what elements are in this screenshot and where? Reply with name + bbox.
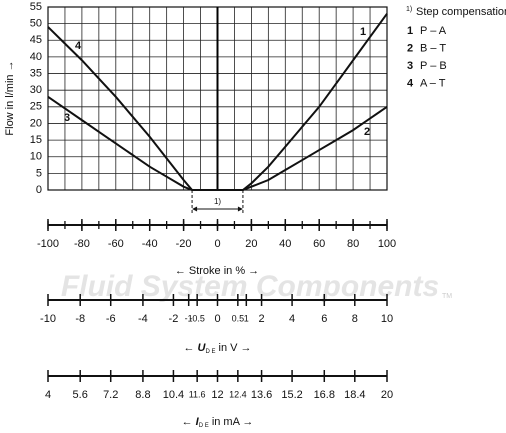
y-label: Flow in l/min → <box>4 60 16 135</box>
axis-tick-label: 12 <box>211 389 223 401</box>
axis-tick-label: 7.2 <box>103 389 118 401</box>
axis-tick-label: 20 <box>381 389 393 401</box>
curve-label: 3 <box>64 112 70 124</box>
label-part: D E <box>205 349 215 355</box>
annotation-text: 1) <box>214 197 221 206</box>
label-part: ← <box>183 342 194 354</box>
x-tick-label: -100 <box>37 238 59 250</box>
axis-tick-label: 0 <box>214 313 220 325</box>
axis-tick-label: -1 <box>185 313 193 323</box>
axis-tick-label: 5.6 <box>73 389 88 401</box>
legend-key: 1 <box>407 25 413 37</box>
y-tick-label: 40 <box>30 51 42 63</box>
x-label: ← Stroke in % → <box>175 265 259 277</box>
y-tick-label: 30 <box>30 84 42 96</box>
y-tick-label: 5 <box>36 167 42 179</box>
axis-tick-label: 8 <box>352 313 358 325</box>
label-part: D E <box>199 423 209 429</box>
watermark-mark: TM <box>442 293 452 300</box>
y-tick-label: 10 <box>30 151 42 163</box>
curve-label: 2 <box>364 126 370 138</box>
axis-tick-label: 11.6 <box>189 389 206 399</box>
x-tick-label: 80 <box>347 238 359 250</box>
axis-tick-label: 18.4 <box>344 389 365 401</box>
x-tick-label: -40 <box>142 238 158 250</box>
curve <box>47 96 243 191</box>
axis-tick-label: 13.6 <box>251 389 272 401</box>
x-tick-label: -60 <box>108 238 124 250</box>
axis-tick-label: 2 <box>259 313 265 325</box>
y-tick-label: 15 <box>30 134 42 146</box>
y-tick-label: 20 <box>30 117 42 129</box>
legend-key: 4 <box>407 77 414 89</box>
axis-tick-label: 0.5 <box>232 313 245 323</box>
legend-note: 1) <box>406 6 412 13</box>
x-tick-label: 40 <box>279 238 291 250</box>
axis-tick-label: 15.2 <box>281 389 302 401</box>
axis-tick-label: 8.8 <box>135 389 150 401</box>
axis-tick-label: 4 <box>289 313 295 325</box>
axis-tick-label: 10 <box>381 313 393 325</box>
legend-key: 3 <box>407 60 413 72</box>
legend-label: A – T <box>420 77 446 89</box>
axis-tick-label: -4 <box>138 313 148 325</box>
axis-label: ← UD E in V → <box>183 342 251 355</box>
legend-key: 2 <box>407 42 413 54</box>
axis-tick-label: 1 <box>244 313 249 323</box>
curve <box>192 105 388 191</box>
y-tick-label: 45 <box>30 34 42 46</box>
y-tick-label: 55 <box>30 1 42 13</box>
x-tick-label: 100 <box>378 238 396 250</box>
x-tick-label: 20 <box>245 238 257 250</box>
legend-label: P – B <box>420 60 447 72</box>
curve <box>192 13 388 191</box>
curve-label: 1 <box>360 26 366 38</box>
axis-tick-label: -6 <box>106 313 116 325</box>
axis-tick-label: -8 <box>75 313 85 325</box>
axis-tick-label: -10 <box>40 313 56 325</box>
y-tick-label: 0 <box>36 184 42 196</box>
legend-label: P – A <box>420 25 447 37</box>
axis-tick-label: 6 <box>321 313 327 325</box>
x-tick-label: 0 <box>214 238 220 250</box>
label-part: in mA → <box>212 416 254 428</box>
axis-tick-label: -2 <box>169 313 179 325</box>
legend-title: Step compensation <box>416 6 506 18</box>
x-tick-label: -20 <box>176 238 192 250</box>
x-tick-label: 60 <box>313 238 325 250</box>
label-part: in V → <box>219 342 252 354</box>
curve-label: 4 <box>75 40 82 52</box>
y-tick-label: 50 <box>30 18 42 30</box>
watermark: Fluid System Components <box>61 270 439 303</box>
axis-tick-label: 12.4 <box>229 389 247 399</box>
axis-tick-label: 16.8 <box>314 389 335 401</box>
axis-tick-label: -0.5 <box>189 313 205 323</box>
label-part: ← <box>182 416 193 428</box>
curve <box>47 26 243 191</box>
axis-tick-label: 4 <box>45 389 51 401</box>
y-tick-label: 25 <box>30 101 42 113</box>
legend-label: B – T <box>420 42 446 54</box>
label-part: I <box>196 416 200 428</box>
x-tick-label: -80 <box>74 238 90 250</box>
axis-tick-label: 10.4 <box>163 389 184 401</box>
axis-label: ← ID E in mA → <box>182 416 254 429</box>
y-tick-label: 35 <box>30 67 42 79</box>
label-part: U <box>198 342 207 354</box>
